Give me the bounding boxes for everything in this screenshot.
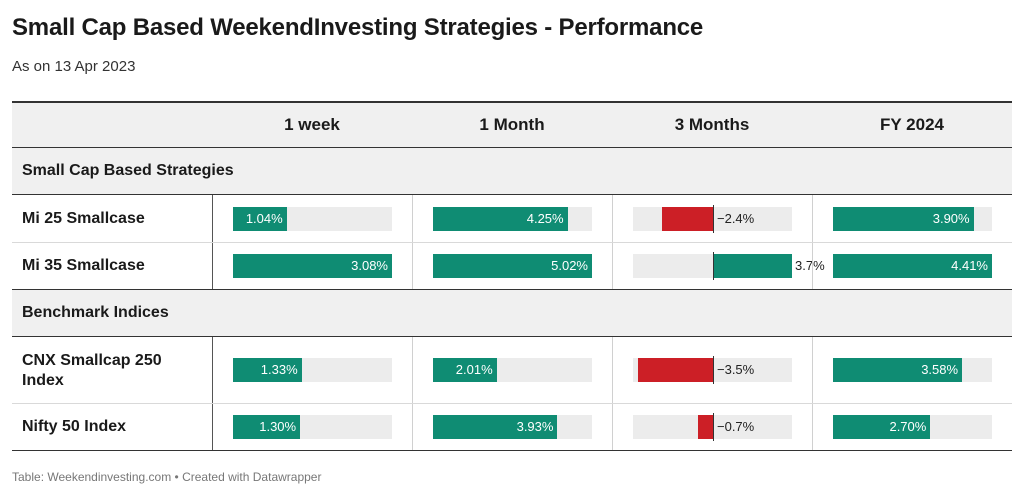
group-label: Benchmark Indices bbox=[22, 304, 169, 321]
bar-track: 2.70% bbox=[833, 415, 992, 439]
column-header-fy-2024: FY 2024 bbox=[880, 115, 944, 134]
bar-positive bbox=[233, 254, 392, 278]
value-cell: 2.01% bbox=[412, 337, 613, 403]
chart-subtitle: As on 13 Apr 2023 bbox=[12, 58, 136, 75]
bar-positive bbox=[433, 254, 592, 278]
value-cell: 5.02% bbox=[412, 243, 613, 289]
bar-positive bbox=[833, 415, 931, 439]
bar-track: 3.90% bbox=[833, 206, 992, 231]
value-cell: 3.7% bbox=[612, 243, 825, 289]
bar-positive bbox=[713, 254, 792, 278]
column-header-1-month: 1 Month bbox=[479, 115, 545, 134]
bar-track: 4.41% bbox=[833, 254, 992, 278]
bar-negative bbox=[661, 206, 713, 231]
table-row: Mi 35 Smallcase 3.08% 5.02% 3.7% 4.41% bbox=[12, 243, 1012, 290]
bar-value-label: 3.7% bbox=[795, 258, 825, 273]
bar-positive bbox=[233, 415, 301, 439]
group-header-small-cap-based-strategies: Small Cap Based Strategies bbox=[12, 148, 1012, 195]
chart-title: Small Cap Based WeekendInvesting Strateg… bbox=[12, 14, 704, 41]
bar-track: −0.7% bbox=[633, 413, 792, 441]
bar-value-label: 2.70% bbox=[889, 419, 927, 434]
table-row: Nifty 50 Index 1.30% 3.93% −0.7% 2.70% bbox=[12, 404, 1012, 451]
value-cell: 1.30% bbox=[212, 404, 413, 450]
bar-track: 3.93% bbox=[433, 415, 592, 439]
bar-positive bbox=[433, 415, 558, 439]
value-cell: 2.70% bbox=[812, 404, 1013, 450]
row-label: Mi 35 Smallcase bbox=[22, 257, 145, 274]
bar-track: 1.33% bbox=[233, 358, 392, 382]
bar-positive bbox=[233, 206, 287, 231]
bar-negative bbox=[638, 358, 713, 382]
bar-positive bbox=[833, 254, 992, 278]
value-cell: 3.08% bbox=[212, 243, 413, 289]
bar-positive bbox=[833, 358, 963, 382]
row-label: Nifty 50 Index bbox=[22, 418, 127, 435]
table-row: CNX Smallcap 250 Index 1.33% 2.01% −3.5% 3.5… bbox=[12, 337, 1012, 404]
bar-value-label: 1.30% bbox=[259, 419, 297, 434]
bar-value-label: −2.4% bbox=[717, 210, 755, 226]
bar-value-label: 1.04% bbox=[245, 210, 283, 226]
bar-value-label: 3.58% bbox=[921, 362, 959, 377]
bar-positive bbox=[833, 206, 974, 231]
bar-value-label: 4.41% bbox=[951, 258, 988, 273]
bar-negative bbox=[698, 415, 713, 439]
performance-table: 1 week 1 Month 3 Months FY 2024 Small Ca… bbox=[12, 101, 1012, 451]
bar-value-label: −3.5% bbox=[717, 362, 755, 377]
column-header-1-week: 1 week bbox=[284, 115, 340, 134]
bar-value-label: 3.93% bbox=[516, 419, 554, 434]
bar-value-label: 4.25% bbox=[526, 210, 564, 226]
bar-track: −2.4% bbox=[633, 204, 792, 233]
value-cell: 4.25% bbox=[412, 195, 613, 242]
row-label: CNX Smallcap 250 Index bbox=[22, 352, 162, 389]
bar-value-label: 1.33% bbox=[260, 362, 298, 377]
bar-value-label: −0.7% bbox=[717, 419, 755, 434]
bar-positive bbox=[433, 206, 568, 231]
value-cell: −0.7% bbox=[612, 404, 813, 450]
bar-track: 3.58% bbox=[833, 358, 992, 382]
bar-track: 1.30% bbox=[233, 415, 392, 439]
bar-track: −3.5% bbox=[633, 356, 792, 384]
bar-positive bbox=[233, 358, 302, 382]
zero-axis-line bbox=[713, 204, 714, 233]
value-cell: 4.41% bbox=[812, 243, 1013, 289]
column-header-3-months: 3 Months bbox=[674, 115, 750, 134]
bar-track: 3.08% bbox=[233, 254, 392, 278]
chart-footer: Table: Weekendinvesting.com • Created wi… bbox=[12, 470, 322, 484]
bar-track: 3.7% bbox=[633, 252, 825, 280]
group-header-benchmark-indices: Benchmark Indices bbox=[12, 290, 1012, 337]
bar-value-label: 5.02% bbox=[551, 258, 588, 273]
value-cell: 3.93% bbox=[412, 404, 613, 450]
group-label: Small Cap Based Strategies bbox=[22, 162, 234, 179]
bar-track: 5.02% bbox=[433, 254, 592, 278]
zero-axis-line bbox=[713, 356, 714, 384]
table-header: 1 week 1 Month 3 Months FY 2024 bbox=[12, 101, 1012, 148]
row-label: Mi 25 Smallcase bbox=[22, 209, 145, 227]
bar-value-label: 3.08% bbox=[351, 258, 388, 273]
value-cell: 1.04% bbox=[212, 195, 413, 242]
bar-track: 1.04% bbox=[233, 206, 392, 231]
zero-axis-line bbox=[713, 413, 714, 441]
bar-value-label: 2.01% bbox=[455, 362, 493, 377]
value-cell: −2.4% bbox=[612, 195, 813, 242]
bar-positive bbox=[433, 358, 497, 382]
table-row: Mi 25 Smallcase 1.04% 4.25% −2.4% 3.90% bbox=[12, 195, 1012, 243]
bar-track: 4.25% bbox=[433, 206, 592, 231]
value-cell: −3.5% bbox=[612, 337, 813, 403]
bar-value-label: 3.90% bbox=[932, 210, 970, 226]
zero-axis-line bbox=[713, 252, 714, 280]
value-cell: 3.58% bbox=[812, 337, 1013, 403]
value-cell: 1.33% bbox=[212, 337, 413, 403]
bar-track: 2.01% bbox=[433, 358, 592, 382]
value-cell: 3.90% bbox=[812, 195, 1013, 242]
